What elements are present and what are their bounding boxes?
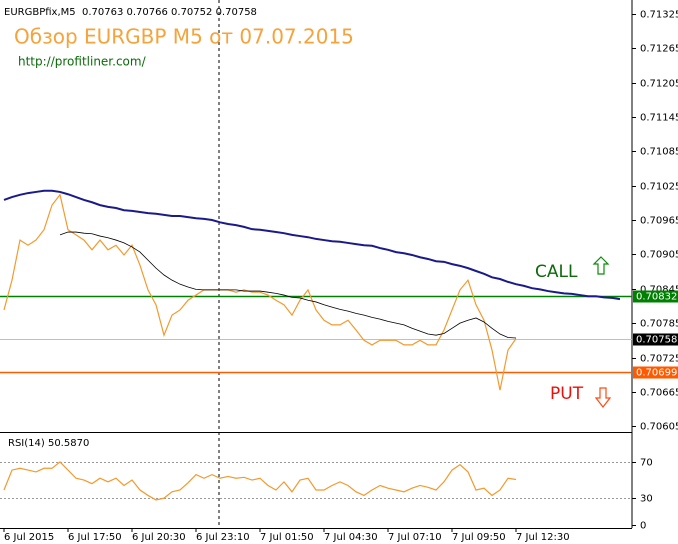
y-tick-label: 0.71145	[640, 113, 678, 124]
series-line	[3, 189, 621, 301]
y-tick-label: 70	[640, 458, 653, 469]
y-tick-label: 0.70605	[640, 422, 678, 433]
series-line	[59, 231, 517, 339]
price-label-box	[633, 290, 678, 303]
call-arrow	[592, 256, 610, 275]
x-tick-label: 6 Jul 2015	[4, 532, 54, 543]
series-line	[3, 461, 517, 501]
x-tick-label: 7 Jul 07:10	[388, 532, 442, 543]
price-label-box	[633, 333, 678, 346]
price-label-box	[633, 366, 678, 379]
price-label: 0.70832	[636, 292, 677, 303]
price-label: 0.70758	[636, 335, 677, 346]
x-tick-label: 6 Jul 20:30	[132, 532, 186, 543]
x-tick-label: 6 Jul 23:10	[196, 532, 250, 543]
x-tick-label: 7 Jul 04:30	[324, 532, 378, 543]
y-tick-label: 0.71025	[640, 182, 678, 193]
y-tick-label: 0.71205	[640, 79, 678, 90]
y-tick-label: 0.70845	[640, 285, 678, 296]
y-tick-label: 0.70665	[640, 388, 678, 399]
y-tick-label: 0.71325	[640, 10, 678, 21]
put-arrow	[594, 387, 612, 408]
x-tick-label: 7 Jul 01:50	[260, 532, 314, 543]
symbol-header: EURGBPfix,M5 0.70763 0.70766 0.70752 0.7…	[4, 7, 257, 18]
indicator-label: RSI(14) 50.5870	[8, 438, 89, 449]
x-tick-label: 7 Jul 09:50	[452, 532, 506, 543]
y-tick-label: 0.70965	[640, 216, 678, 227]
annotation: PUT	[550, 384, 584, 404]
y-tick-label: 0.71265	[640, 44, 678, 55]
y-tick-label: 0.71085	[640, 147, 678, 158]
price-label: 0.70699	[636, 368, 677, 379]
chart-subtitle: http://profitliner.com/	[18, 55, 147, 69]
x-tick-label: 6 Jul 17:50	[68, 532, 122, 543]
x-tick-label: 7 Jul 12:30	[516, 532, 570, 543]
y-tick-label: 0.70725	[640, 354, 678, 365]
y-tick-label: 0	[640, 521, 646, 532]
y-tick-label: 0.70905	[640, 250, 678, 261]
y-tick-label: 0.70785	[640, 319, 678, 330]
chart-title: Обзор EURGBP M5 от 07.07.2015	[14, 25, 354, 49]
series-line	[3, 193, 517, 391]
annotation: CALL	[535, 262, 578, 282]
y-tick-label: 30	[640, 494, 653, 505]
